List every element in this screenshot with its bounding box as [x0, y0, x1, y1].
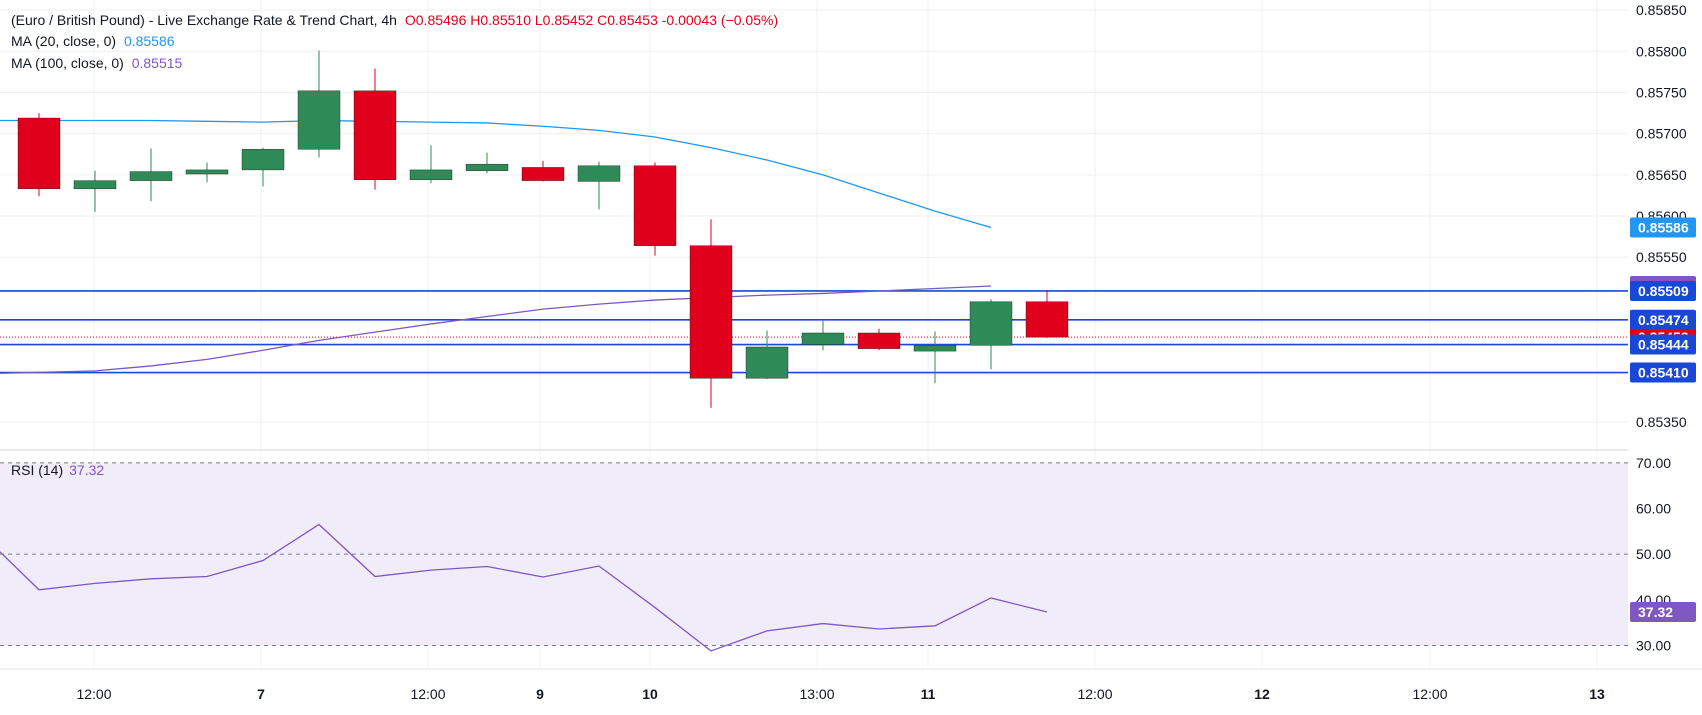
price-tag-bg [1630, 217, 1696, 238]
time-tick-label: 12:00 [410, 686, 445, 702]
ma100-legend: MA (100, close, 0) 0.85515 [11, 54, 186, 72]
candle-up [297, 90, 341, 150]
hline-tag: 0.85509 [1638, 283, 1689, 299]
ma100-label: MA (100, close, 0) [11, 55, 124, 71]
hline-tag-bg [1630, 362, 1696, 383]
rsi-legend-value: 37.32 [69, 462, 105, 478]
hline-tag: 0.85410 [1638, 365, 1689, 381]
candle-up [465, 163, 509, 171]
price-tick-label: 0.85350 [1636, 414, 1687, 430]
hline-tag: 0.85474 [1638, 312, 1689, 328]
price-tick-label: 0.85750 [1636, 84, 1687, 100]
price-tags: 0.855860.855150.854530.855090.854740.854… [1630, 217, 1696, 623]
rsi-tick-label: 50.00 [1636, 546, 1671, 562]
candle-up [801, 332, 845, 345]
ma20-value: 0.85586 [123, 33, 175, 49]
moving-averages [0, 119, 992, 374]
symbol-legend: (Euro / British Pound) - Live Exchange R… [11, 11, 782, 29]
time-tick-label: 11 [921, 686, 936, 702]
rsi-legend: RSI (14) 37.32 [11, 462, 104, 478]
price-tick-label: 0.85650 [1636, 167, 1687, 183]
price-tick-label: 0.85700 [1636, 126, 1687, 142]
price-tick-label: 0.85800 [1636, 43, 1687, 59]
rsi-tick-label: 30.00 [1636, 637, 1671, 653]
candle-up [577, 165, 621, 182]
ma20-line [0, 119, 992, 229]
rsi-value-tag-bg [1630, 602, 1696, 623]
hline-tag: 0.85444 [1638, 337, 1689, 353]
candle-up [241, 149, 285, 171]
price-tick-label: 0.85550 [1636, 249, 1687, 265]
candle-down [689, 245, 733, 379]
price-tick-label: 0.85850 [1636, 2, 1687, 18]
candle-up [73, 180, 117, 190]
horizontal-lines [0, 290, 1628, 374]
symbol-title: (Euro / British Pound) - Live Exchange R… [11, 12, 397, 28]
time-tick-label: 7 [257, 686, 265, 702]
price-tag: 0.85586 [1638, 220, 1689, 236]
candle-down [521, 167, 565, 181]
candle-down [633, 165, 677, 246]
candle-up [409, 169, 453, 180]
ma100-value: 0.85515 [131, 55, 183, 71]
hline-tag-bg [1630, 280, 1696, 301]
hline-tag-bg [1630, 309, 1696, 330]
time-tick-label: 12 [1254, 686, 1270, 702]
candle-down [17, 117, 61, 190]
candles [17, 50, 1069, 408]
candle-down [857, 332, 901, 349]
rsi-band [0, 462, 1628, 646]
rsi-tick-label: 60.00 [1636, 501, 1671, 517]
candle-down [353, 90, 397, 180]
candle-up [969, 301, 1013, 346]
rsi-tick-label: 70.00 [1636, 455, 1671, 471]
candle-up [129, 171, 173, 181]
time-tick-label: 13:00 [799, 686, 834, 702]
candle-up [913, 345, 957, 352]
ma20-label: MA (20, close, 0) [11, 33, 117, 49]
ma20-legend: MA (20, close, 0) 0.85586 [11, 32, 179, 50]
time-tick-label: 12:00 [76, 686, 111, 702]
time-tick-label: 12:00 [1412, 686, 1447, 702]
rsi-value-tag: 37.32 [1638, 604, 1673, 620]
time-tick-label: 13 [1589, 686, 1605, 702]
candle-up [745, 346, 789, 379]
time-axis: 12:00 7 12:00 9 10 13:00 11 12:00 12 12:00 13 [76, 686, 1605, 702]
time-tick-label: 10 [642, 686, 658, 702]
rsi-pane [0, 462, 1628, 652]
rsi-line [0, 523, 1048, 652]
hline-tag-bg [1630, 334, 1696, 355]
rsi-label: RSI (14) [11, 462, 64, 478]
ma100-line [0, 285, 992, 374]
candle-down [1025, 301, 1069, 338]
time-tick-label: 12:00 [1077, 686, 1112, 702]
time-tick-label: 9 [536, 686, 544, 702]
candle-up [185, 169, 229, 175]
ohlc-values: O0.85496 H0.85510 L0.85452 C0.85453 -0.0… [404, 12, 779, 28]
